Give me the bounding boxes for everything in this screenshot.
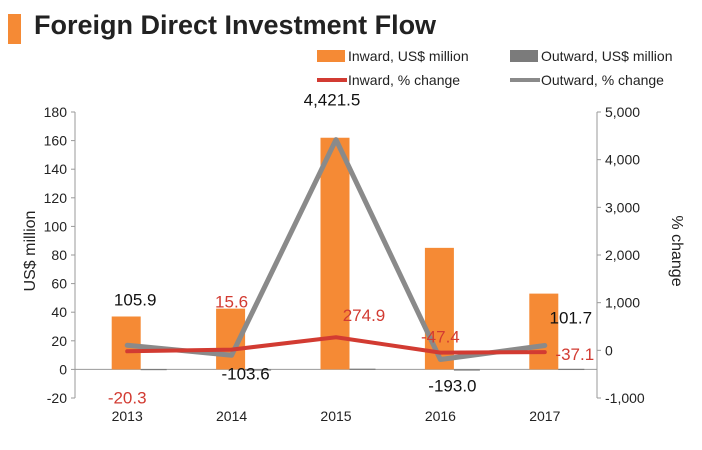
right-tick-label: 1,000 xyxy=(605,295,640,311)
legend-label-inward-us-million: Inward, US$ million xyxy=(348,48,469,64)
y-axis-label: US$ million xyxy=(22,211,39,292)
axes: -20 0 20 40 60 80 100 120 140 160 180 -1,000 0 1,000 2… xyxy=(22,104,685,424)
legend-swatch-inward-us-million xyxy=(317,50,345,62)
left-tick-label: 60 xyxy=(51,276,67,292)
legend: Inward, US$ million Outward, US$ million I… xyxy=(317,48,673,88)
outward-bar-2016 xyxy=(454,369,480,370)
y2-axis-label: % change xyxy=(668,215,685,286)
x-tick-label: 2013 xyxy=(112,408,143,424)
data-labels: -20.3 15.6 274.9 -47.4 -37.1 105.9 -103.6 4,421… xyxy=(108,91,594,408)
right-tick-label: 4,000 xyxy=(605,152,640,168)
outward-pct-label: 101.7 xyxy=(550,308,593,327)
x-tick-label: 2015 xyxy=(320,408,351,424)
right-tick-label: 0 xyxy=(605,342,613,358)
left-tick-label: 160 xyxy=(44,133,68,149)
outward-bar-2017 xyxy=(558,369,584,370)
bars xyxy=(112,138,585,371)
outward-pct-label: -193.0 xyxy=(428,377,476,396)
left-tick-label: -20 xyxy=(47,390,67,406)
legend-label-outward-change: Outward, % change xyxy=(541,72,664,88)
outward-pct-label: 4,421.5 xyxy=(304,91,361,110)
left-tick-label: 140 xyxy=(44,161,68,177)
left-tick-label: 100 xyxy=(44,218,68,234)
inward-pct-label: -47.4 xyxy=(421,328,460,347)
inward-bar-2017 xyxy=(529,294,558,370)
right-tick-label: -1,000 xyxy=(605,390,645,406)
outward-bar-2013 xyxy=(141,369,167,370)
right-tick-label: 5,000 xyxy=(605,104,640,120)
x-tick-label: 2017 xyxy=(529,408,560,424)
left-tick-label: 40 xyxy=(51,304,67,320)
fdi-chart: Inward, US$ million Outward, US$ million I… xyxy=(0,0,702,450)
left-tick-label: 80 xyxy=(51,247,67,263)
right-tick-label: 3,000 xyxy=(605,199,640,215)
right-tick-label: 2,000 xyxy=(605,247,640,263)
inward-pct-label: -37.1 xyxy=(555,345,594,364)
legend-label-inward-change: Inward, % change xyxy=(348,72,460,88)
outward-bar-2015 xyxy=(350,369,376,370)
left-tick-label: 20 xyxy=(51,333,67,349)
x-tick-label: 2016 xyxy=(425,408,456,424)
outward-pct-label: 105.9 xyxy=(114,290,157,309)
outward-pct-label: -103.6 xyxy=(221,364,269,383)
x-tick-label: 2014 xyxy=(216,408,247,424)
left-tick-label: 120 xyxy=(44,190,68,206)
legend-label-outward-us-million: Outward, US$ million xyxy=(541,48,673,64)
inward-pct-label: 274.9 xyxy=(343,306,386,325)
inward-bar-2013 xyxy=(112,316,141,369)
legend-swatch-outward-us-million xyxy=(510,50,538,62)
inward-pct-label: 15.6 xyxy=(215,293,248,312)
left-tick-label: 0 xyxy=(59,361,67,377)
left-tick-label: 180 xyxy=(44,104,68,120)
inward-bar-2015 xyxy=(321,138,350,370)
inward-pct-label: -20.3 xyxy=(108,388,147,407)
